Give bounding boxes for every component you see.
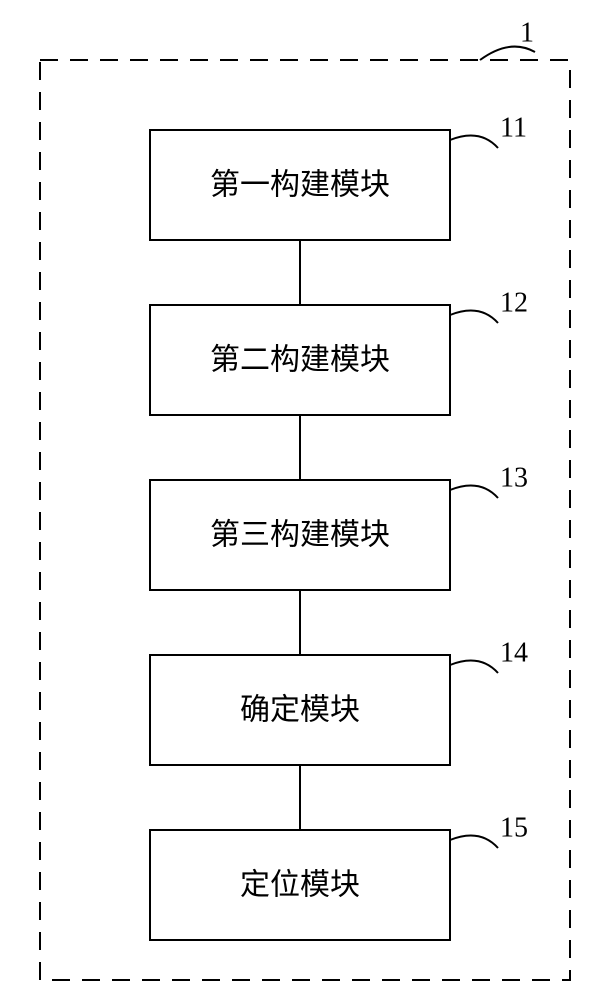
node-tag: 11 [500, 112, 527, 143]
leader-line [450, 136, 498, 149]
node-tag: 12 [500, 287, 528, 318]
leader-line [450, 661, 498, 674]
node-n15: 定位模块 15 [150, 812, 528, 940]
leader-line [450, 486, 498, 499]
nodes: 第一构建模块 11 第二构建模块 12 第三构建模块 13 确定模块 14 定位模块 15 [150, 112, 528, 940]
leader-line [450, 311, 498, 324]
node-tag: 15 [500, 812, 528, 843]
node-n14: 确定模块 14 [150, 637, 528, 765]
node-tag: 14 [500, 637, 528, 668]
node-label: 第三构建模块 [210, 519, 390, 552]
leader-line [450, 836, 498, 849]
node-label: 定位模块 [240, 869, 360, 902]
node-tag: 13 [500, 462, 528, 493]
node-label: 确定模块 [240, 694, 360, 727]
flowchart-diagram: 1 第一构建模块 11 第二构建模块 12 第三构建模块 13 确定模块 14 定位模块 15 [0, 0, 606, 1000]
container-leader [480, 47, 535, 60]
node-n12: 第二构建模块 12 [150, 287, 528, 415]
node-n13: 第三构建模块 13 [150, 462, 528, 590]
node-n11: 第一构建模块 11 [150, 112, 527, 240]
container-label: 1 [520, 17, 534, 48]
node-label: 第二构建模块 [210, 344, 390, 377]
node-label: 第一构建模块 [210, 169, 390, 202]
